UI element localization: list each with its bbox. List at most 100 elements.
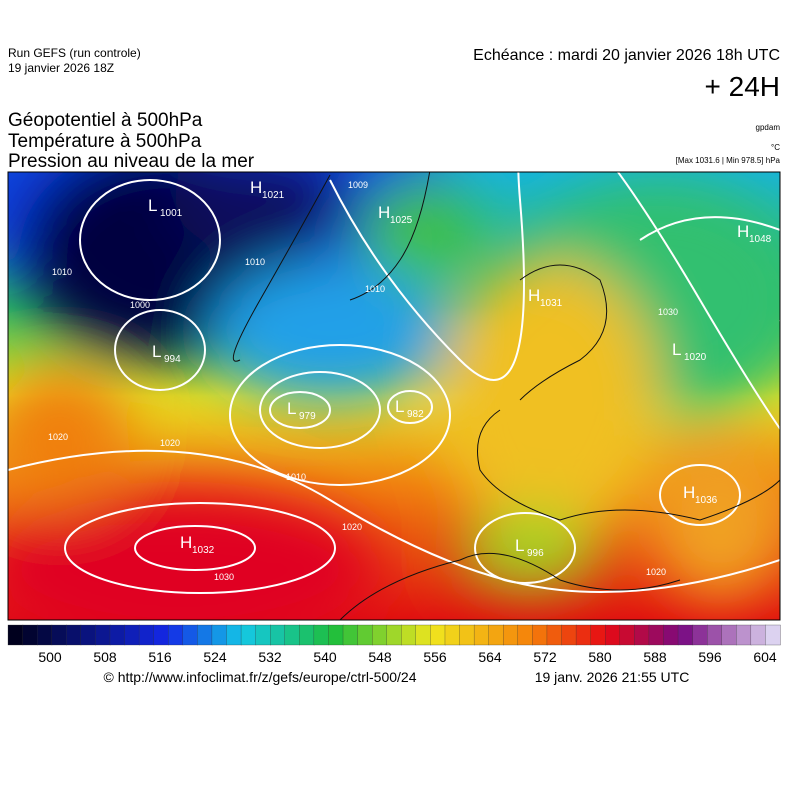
source-url: © http://www.infoclimat.fr/z/gefs/europe… <box>103 669 416 685</box>
colorbar-swatch <box>372 624 388 646</box>
pressure-center-letter: H <box>737 222 749 241</box>
colorbar-swatch <box>619 624 635 646</box>
isobar-label: 1010 <box>245 257 265 267</box>
pressure-center-value: 1036 <box>695 495 718 506</box>
colorbar-label: 508 <box>93 649 117 665</box>
colorbar-label: 596 <box>698 649 722 665</box>
colorbar-swatch <box>313 624 330 646</box>
isobar-label: 1010 <box>52 267 72 277</box>
colorbar-swatch <box>51 624 67 646</box>
colorbar-swatch <box>634 624 650 646</box>
colorbar-swatch <box>707 624 723 646</box>
unit: gpdam <box>756 123 781 132</box>
colorbar-swatch <box>648 624 665 646</box>
colorbar-swatch <box>66 624 82 646</box>
colorbar-label: 500 <box>38 649 62 665</box>
title: Température à 500hPa <box>8 131 202 152</box>
colorbar-label: 532 <box>258 649 282 665</box>
pressure-center-value: 1021 <box>262 190 285 201</box>
colorbar-swatch <box>546 624 563 646</box>
pressure-center-letter: H <box>180 533 192 552</box>
isobar-label: 1010 <box>365 284 385 294</box>
colorbar-swatch <box>663 624 679 646</box>
pressure-center-letter: L <box>152 342 161 361</box>
colorbar-label: 540 <box>313 649 337 665</box>
colorbar-swatch <box>590 624 606 646</box>
colorbar-swatch <box>95 624 111 646</box>
colorbar-swatch <box>721 624 737 646</box>
isobar-label: 1009 <box>348 180 368 190</box>
colorbar-swatch <box>736 624 752 646</box>
generated-time: 19 janv. 2026 21:55 UTC <box>535 669 690 685</box>
pressure-center-letter: H <box>378 203 390 222</box>
colorbar-swatch <box>488 624 504 646</box>
colorbar-swatch <box>182 624 199 646</box>
pressure-center-value: 1048 <box>749 234 772 245</box>
colorbar-swatch <box>270 624 286 646</box>
pressure-center-value: 982 <box>407 409 424 420</box>
map-frame <box>7 171 781 621</box>
colorbar-swatch <box>386 624 402 646</box>
pressure-center-value: 996 <box>527 548 544 559</box>
isobar-label: 1020 <box>342 522 362 532</box>
pressure-center-letter: L <box>515 536 524 555</box>
colorbar-swatch <box>80 624 97 646</box>
unit: [Max 1031.6 | Min 978.5] hPa <box>676 156 781 165</box>
isobar-label: 1020 <box>48 432 68 442</box>
unit: °C <box>771 143 780 152</box>
colorbar-swatch <box>226 624 242 646</box>
isobar-label: 1030 <box>658 307 678 317</box>
colorbar-swatch <box>677 624 694 646</box>
colorbar-swatch <box>299 624 315 646</box>
colorbar-swatch <box>517 624 534 646</box>
run-date: 19 janvier 2026 18Z <box>8 61 114 75</box>
pressure-center-value: 1025 <box>390 215 413 226</box>
colorbar-swatch <box>109 624 126 646</box>
lead-time: + 24H <box>705 71 781 102</box>
colorbar-swatch <box>168 624 184 646</box>
colorbar-swatch <box>444 624 461 646</box>
pressure-center-value: 1001 <box>160 208 183 219</box>
colorbar-swatch <box>328 624 344 646</box>
colorbar-swatch <box>692 624 708 646</box>
colorbar-swatch <box>750 624 767 646</box>
colorbar-label: 548 <box>368 649 392 665</box>
colorbar-swatch <box>532 624 548 646</box>
colorbar-swatch <box>153 624 169 646</box>
colorbar-label: 524 <box>203 649 227 665</box>
pressure-center-letter: L <box>148 196 157 215</box>
pressure-center-letter: L <box>672 340 681 359</box>
colorbar-swatch <box>575 624 592 646</box>
colorbar-label: 516 <box>148 649 172 665</box>
colorbar-swatch <box>415 624 432 646</box>
colorbar-swatch <box>342 624 359 646</box>
colorbar-swatch <box>561 624 577 646</box>
colorbar-swatch <box>459 624 475 646</box>
pressure-center-value: 994 <box>164 354 181 365</box>
colorbar-swatch <box>357 624 373 646</box>
colorbar-swatch <box>473 624 490 646</box>
colorbar-swatch <box>255 624 271 646</box>
colorbar-swatch <box>138 624 155 646</box>
isobar-label: 1000 <box>130 300 150 310</box>
colorbar-swatch <box>503 624 519 646</box>
colorbar-label: 572 <box>533 649 557 665</box>
colorbar-swatch <box>22 624 38 646</box>
colorbar-swatch <box>605 624 621 646</box>
colorbar-swatch <box>240 624 257 646</box>
colorbar-label: 604 <box>753 649 777 665</box>
colorbar-label: 564 <box>478 649 502 665</box>
colorbar-swatch <box>430 624 446 646</box>
pressure-center-letter: L <box>287 399 296 418</box>
pressure-center-value: 1032 <box>192 545 215 556</box>
colorbar-swatch <box>7 624 24 646</box>
pressure-center-letter: H <box>528 286 540 305</box>
map <box>8 172 780 620</box>
pressure-center-letter: H <box>683 483 695 502</box>
colorbar: 500 508 516 524 532 540 548 556 564 572 580 588 596 6… <box>7 624 781 665</box>
pressure-center-value: 979 <box>299 411 316 422</box>
pressure-center-value: 1020 <box>684 352 707 363</box>
colorbar-swatch <box>124 624 140 646</box>
title: Géopotentiel à 500hPa <box>8 110 203 131</box>
